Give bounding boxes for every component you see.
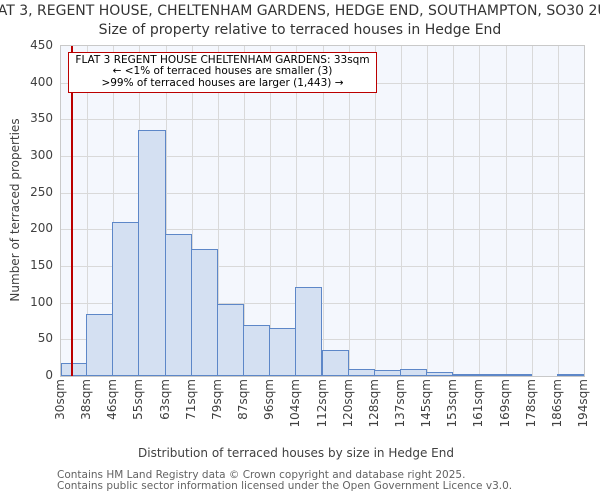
annotation-line-2: ← <1% of terraced houses are smaller (3) [112, 65, 333, 78]
gridline-v [217, 46, 219, 376]
y-tick-label: 250 [30, 184, 53, 199]
footer: Contains HM Land Registry data © Crown c… [57, 469, 513, 493]
x-tick-label: 87sqm [236, 379, 251, 420]
gridline-v [87, 46, 89, 376]
x-tick-label: 128sqm [366, 379, 381, 428]
histogram-bar [504, 374, 532, 376]
x-tick-label: 30sqm [53, 379, 67, 420]
y-tick-label: 0 [45, 368, 53, 382]
histogram-bar [478, 374, 506, 376]
plot-area: FLAT 3 REGENT HOUSE CHELTENHAM GARDENS: … [60, 45, 585, 377]
gridline-v [165, 46, 167, 376]
y-tick-label: 400 [30, 74, 53, 89]
gridline-v [244, 46, 246, 376]
property-annotation-box: FLAT 3 REGENT HOUSE CHELTENHAM GARDENS: … [68, 52, 377, 94]
histogram-bar [61, 362, 88, 376]
x-tick-label: 71sqm [183, 379, 198, 420]
gridline-v [453, 46, 455, 376]
histogram-bar [86, 313, 114, 376]
x-tick-label: 169sqm [497, 379, 512, 428]
gridline-v [296, 46, 298, 376]
gridline-v [531, 46, 533, 376]
gridline-v [427, 46, 429, 376]
x-tick-label: 186sqm [549, 379, 564, 428]
y-tick-label: 350 [30, 111, 53, 126]
x-tick-label: 104sqm [288, 379, 303, 428]
chart-subtitle: Size of property relative to terraced ho… [98, 22, 502, 38]
x-tick-label: 112sqm [314, 379, 329, 428]
histogram-bar [243, 324, 271, 376]
histogram-bar [399, 368, 428, 376]
histogram-bar [373, 370, 401, 376]
gridline-v [191, 46, 193, 376]
y-tick-label: 450 [30, 38, 53, 52]
x-tick-label: 178sqm [523, 379, 538, 428]
annotation-line-3: >99% of terraced houses are larger (1,44… [101, 76, 344, 89]
x-tick-label: 120sqm [340, 379, 355, 428]
x-tick-label: 79sqm [209, 379, 224, 420]
gridline-v [322, 46, 324, 376]
gridline-v [270, 46, 272, 376]
y-tick-label: 300 [30, 148, 53, 162]
x-tick-label: 96sqm [262, 379, 277, 420]
histogram-bar [269, 327, 297, 376]
footer-line-2: Contains public sector information licen… [57, 480, 513, 493]
x-tick-label: 145sqm [419, 379, 434, 428]
annotation-line-1: FLAT 3 REGENT HOUSE CHELTENHAM GARDENS: … [75, 54, 370, 66]
histogram-bar [112, 222, 140, 376]
gridline-v [113, 46, 115, 376]
y-tick-label: 200 [30, 221, 53, 236]
x-tick-label: 153sqm [445, 379, 460, 428]
y-tick-label: 150 [30, 258, 53, 272]
histogram-bar [138, 130, 166, 376]
histogram-bar [426, 372, 454, 376]
x-axis-label: Distribution of terraced houses by size … [138, 446, 454, 460]
histogram-bar [347, 368, 375, 376]
gridline-v [479, 46, 481, 376]
y-tick-label: 100 [30, 294, 53, 309]
histogram-bar [556, 374, 584, 376]
histogram-bar [452, 374, 480, 376]
footer-line-1: Contains HM Land Registry data © Crown c… [57, 469, 466, 481]
gridline-v [374, 46, 376, 376]
x-tick-label: 46sqm [105, 379, 120, 420]
x-tick-label: 194sqm [576, 379, 590, 428]
x-tick-label: 137sqm [392, 379, 407, 428]
histogram-bar [321, 350, 349, 376]
x-tick-label: 161sqm [471, 379, 486, 428]
histogram-bar [164, 234, 192, 376]
gridline-v [400, 46, 402, 376]
x-tick-label: 55sqm [131, 379, 146, 420]
histogram-bar [295, 286, 323, 376]
x-tick-label: 63sqm [157, 379, 172, 420]
histogram-bar [190, 249, 218, 376]
gridline-v [348, 46, 350, 376]
gridline-v [505, 46, 507, 376]
x-tick-label: 38sqm [79, 379, 94, 420]
histogram-bar [216, 304, 245, 376]
gridline-v [557, 46, 559, 376]
property-size-marker-line [70, 46, 73, 376]
y-tick-label: 50 [37, 331, 53, 346]
chart-title: FLAT 3, REGENT HOUSE, CHELTENHAM GARDENS… [0, 3, 600, 19]
